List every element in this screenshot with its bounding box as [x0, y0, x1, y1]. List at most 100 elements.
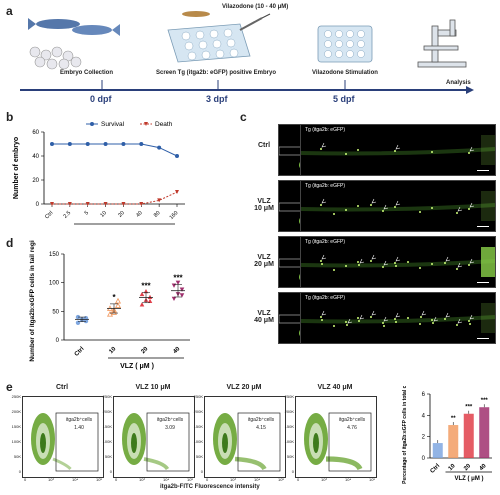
- legend-death-label: Death: [155, 121, 173, 128]
- legend-death-marker: [144, 122, 148, 126]
- flow-y-tick-label: 100K: [193, 439, 203, 444]
- death-point: [139, 202, 144, 206]
- x-tick-label: 20: [140, 346, 149, 355]
- x-tick-label: 160: [169, 210, 180, 221]
- survival-point: [139, 142, 144, 146]
- data-point: [83, 318, 89, 324]
- microscope-icon: [417, 19, 467, 68]
- survival-point: [85, 142, 90, 146]
- larva-illustration: [182, 11, 210, 17]
- flow-x-tick-label: 10³: [230, 477, 236, 482]
- data-point: [175, 280, 181, 285]
- gate-label: itga2b⁺cells: [156, 417, 184, 423]
- x-tick-label: 10: [108, 346, 117, 355]
- step-screen: Screen Tg (itga2b: eGFP) positive Embryo: [156, 70, 277, 76]
- tail-region-image: Tg (itga2b: eGFP): [300, 292, 496, 344]
- y-tick-label: 0: [56, 338, 60, 344]
- flow-x-tick-label: 10⁵: [278, 477, 285, 482]
- panel-d-letter: d: [6, 236, 14, 250]
- death-point: [121, 202, 126, 206]
- flow-y-tick-label: 50K: [195, 454, 203, 459]
- significance-mark: ***: [141, 281, 151, 290]
- flow-plot-title: VLZ 20 μM: [226, 384, 262, 391]
- flow-x-tick-label: 10⁵: [369, 477, 376, 482]
- x-tick-label: 80: [153, 210, 162, 219]
- flow-plot-title: Ctrl: [55, 384, 69, 391]
- flow-y-tick-label: 150K: [11, 424, 21, 429]
- y-tick-label: 2: [422, 435, 426, 441]
- panel-b-letter: b: [6, 110, 14, 124]
- flow-y-tick-label: 0: [200, 469, 203, 474]
- flow-x-tick-label: 10³: [48, 477, 54, 482]
- x-tick-label: 20: [117, 210, 126, 219]
- x-tick-label: Ctrl: [44, 210, 54, 220]
- flow-plot: itga2b⁺cells 4.15: [204, 396, 286, 478]
- image-label: Tg (itga2b: eGFP): [305, 183, 346, 189]
- percentage-bar-chart: 0 2 4 6 Percentage of itga2b:eGFP cells in t…: [402, 386, 492, 484]
- x-tick-label: 5: [84, 210, 90, 216]
- survival-chart: 0 20 40 60 Ctrl 2.5 5 10 20 40 80 160 Number of embr…: [13, 121, 185, 225]
- data-point: [179, 287, 185, 292]
- flow-x-tick-label: 0: [297, 477, 300, 482]
- significance-mark: ***: [173, 273, 183, 282]
- series-line-survival: [52, 143, 178, 157]
- flow-x-tick-label: 0: [206, 477, 209, 482]
- flow-plot: itga2b⁺cells 1.40: [22, 396, 104, 478]
- flow-plot: itga2b⁺cells 3.09: [113, 396, 195, 478]
- condition-label: VLZ 20 μM: [254, 254, 274, 268]
- scale-bar: [477, 282, 489, 283]
- data-point: [179, 293, 185, 298]
- gate-label: itga2b⁺cells: [338, 417, 366, 423]
- step-analysis: Analysis: [446, 80, 471, 86]
- x-tick-label: 40: [172, 346, 181, 355]
- y-tick-label: 0: [422, 456, 426, 462]
- flow-y-tick-label: 200K: [284, 409, 294, 414]
- y-tick-label: 100: [49, 281, 60, 287]
- data-point: [147, 298, 153, 304]
- data-point: [110, 309, 118, 315]
- image-label: Tg (itga2b: eGFP): [305, 295, 346, 301]
- timepoint-0dpf: 0 dpf: [90, 94, 112, 104]
- data-point: [139, 291, 145, 297]
- x-tick-label: 20: [463, 463, 472, 472]
- flow-x-tick-label: 0: [24, 477, 27, 482]
- bar: [479, 407, 490, 458]
- survival-point: [157, 145, 162, 150]
- survival-point: [67, 142, 72, 146]
- death-point: [50, 202, 54, 206]
- timepoint-3dpf: 3 dpf: [206, 94, 228, 104]
- flow-x-tick-label: 0: [115, 477, 118, 482]
- tail-region-image: Tg (itga2b: eGFP): [300, 124, 496, 176]
- flow-y-tick-label: 100K: [102, 439, 112, 444]
- x-axis-label: VLZ ( μM ): [455, 476, 484, 482]
- condition-label: VLZ 10 μM: [254, 198, 274, 212]
- flow-y-tick-label: 100K: [284, 439, 294, 444]
- flow-y-tick-label: 150K: [193, 424, 203, 429]
- flow-y-tick-label: 0: [109, 469, 112, 474]
- panel-a-letter: a: [6, 4, 13, 18]
- gate-label: itga2b⁺cells: [65, 417, 93, 423]
- significance-mark: **: [451, 416, 456, 422]
- panel-c-letter: c: [240, 110, 247, 124]
- y-tick-label: 4: [422, 413, 426, 419]
- flow-x-tick-label: 10⁴: [254, 477, 261, 482]
- flow-y-tick-label: 100K: [11, 439, 21, 444]
- flow-y-tick-label: 0: [291, 469, 294, 474]
- data-point: [114, 302, 122, 309]
- scale-bar: [477, 338, 489, 339]
- flow-plot-title: VLZ 40 μM: [317, 384, 353, 391]
- x-tick-label: 40: [479, 463, 488, 472]
- x-tick-label: 2.5: [63, 210, 73, 220]
- flow-y-tick-label: 250K: [11, 394, 21, 399]
- death-point: [85, 202, 90, 206]
- y-axis-label: Number of embryo: [13, 137, 20, 199]
- timepoint-5dpf: 5 dpf: [333, 94, 355, 104]
- bar: [448, 425, 459, 458]
- tail-region-image: Tg (itga2b: eGFP): [300, 180, 496, 232]
- well-plate-1: [167, 23, 251, 63]
- flow-x-tick-label: 10⁵: [187, 477, 194, 482]
- flow-xlabel: itga2b-FITC Fluorescence intensity: [160, 484, 260, 490]
- flow-y-tick-label: 50K: [13, 454, 21, 459]
- survival-point: [175, 154, 179, 158]
- death-point: [157, 198, 162, 203]
